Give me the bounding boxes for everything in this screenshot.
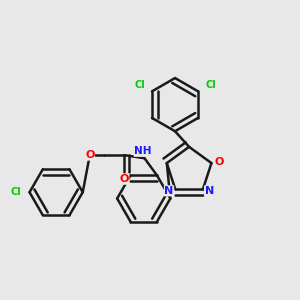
Text: N: N (205, 186, 214, 196)
Text: O: O (119, 174, 129, 184)
Text: Cl: Cl (205, 80, 216, 90)
Text: N: N (164, 186, 174, 196)
Text: NH: NH (134, 146, 152, 156)
Text: O: O (85, 150, 94, 160)
Text: Cl: Cl (134, 80, 145, 90)
Text: Cl: Cl (10, 187, 21, 197)
Text: O: O (214, 157, 224, 166)
